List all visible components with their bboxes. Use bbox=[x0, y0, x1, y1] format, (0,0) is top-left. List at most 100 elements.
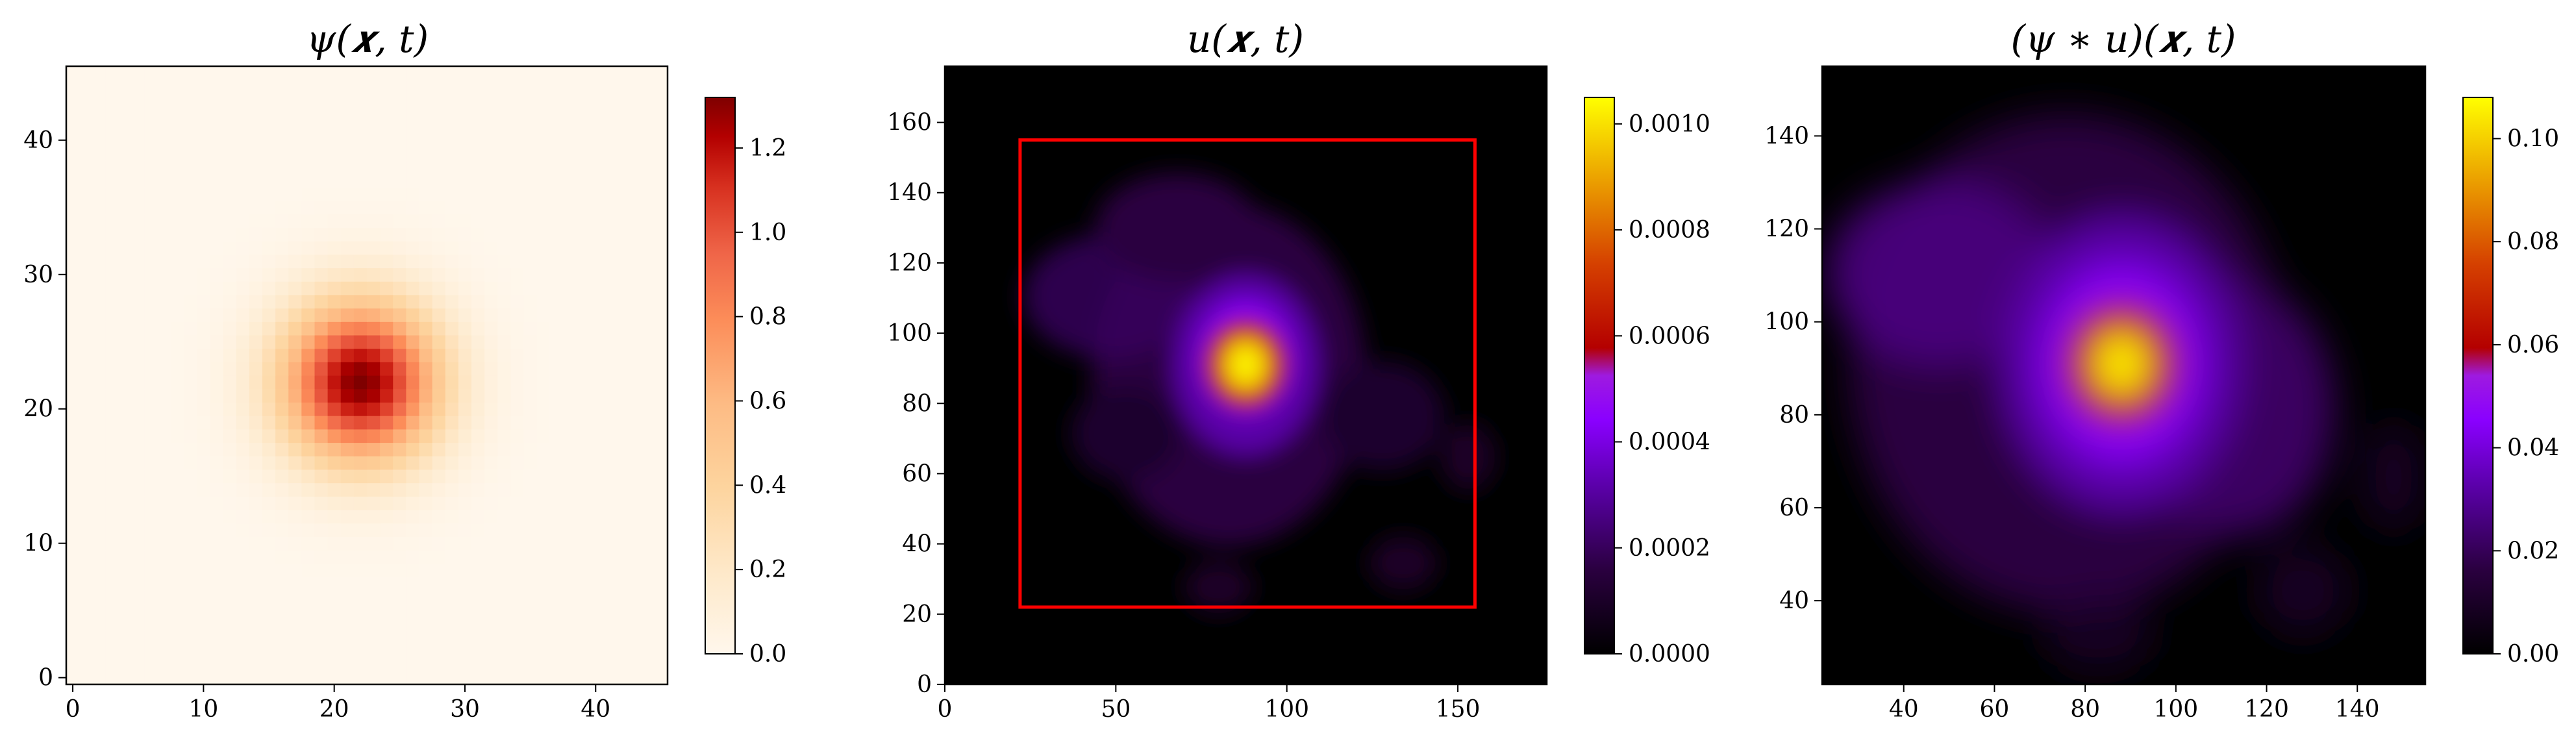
heatmap-cell bbox=[92, 66, 106, 81]
heatmap-cell bbox=[340, 214, 355, 228]
heatmap-cell bbox=[171, 160, 184, 175]
field-blob bbox=[1071, 385, 1181, 481]
heatmap-cell bbox=[602, 79, 616, 94]
heatmap-cell bbox=[184, 442, 197, 456]
heatmap-cell bbox=[301, 577, 316, 591]
heatmap-cell bbox=[484, 590, 498, 605]
heatmap-cell bbox=[432, 214, 446, 228]
heatmap-cell bbox=[288, 281, 302, 295]
heatmap-cell bbox=[641, 254, 655, 269]
heatmap-cell bbox=[367, 241, 381, 255]
colorbar-tick-label: 1.2 bbox=[749, 135, 786, 162]
heatmap-cell bbox=[628, 227, 642, 242]
heatmap-cell bbox=[157, 227, 171, 242]
heatmap-cell bbox=[327, 590, 342, 605]
heatmap-cell bbox=[118, 509, 132, 524]
heatmap-cell bbox=[419, 630, 433, 645]
heatmap-cell bbox=[458, 321, 472, 336]
heatmap-cell bbox=[105, 563, 119, 578]
heatmap-cell bbox=[236, 294, 250, 309]
heatmap-cell bbox=[223, 496, 237, 510]
heatmap-cell bbox=[157, 147, 171, 161]
colorbar-tick-label: 0.08 bbox=[2507, 229, 2559, 255]
heatmap-cell bbox=[236, 200, 250, 215]
heatmap-cell bbox=[353, 496, 368, 510]
heatmap-cell bbox=[171, 482, 184, 497]
heatmap-cell bbox=[654, 523, 668, 537]
heatmap-cell bbox=[79, 214, 93, 228]
heatmap-cell bbox=[79, 429, 93, 443]
heatmap-cell bbox=[628, 523, 642, 537]
heatmap-cell bbox=[419, 334, 433, 349]
heatmap-cell bbox=[510, 375, 525, 390]
heatmap-cell bbox=[236, 334, 250, 349]
heatmap-cell bbox=[510, 106, 525, 121]
heatmap-cell bbox=[523, 375, 538, 390]
heatmap-cell bbox=[92, 496, 106, 510]
heatmap-cell bbox=[562, 133, 577, 147]
heatmap-cell bbox=[471, 308, 485, 322]
heatmap-cell bbox=[157, 281, 171, 295]
heatmap-cell bbox=[353, 643, 368, 658]
heatmap-cell bbox=[301, 200, 316, 215]
heatmap-cell bbox=[236, 160, 250, 175]
heatmap-cell bbox=[249, 429, 263, 443]
heatmap-cell bbox=[432, 93, 446, 107]
heatmap-cell bbox=[471, 509, 485, 524]
heatmap-cell bbox=[641, 308, 655, 322]
heatmap-cell bbox=[445, 388, 459, 403]
heatmap-cell bbox=[105, 147, 119, 161]
heatmap-cell bbox=[576, 577, 590, 591]
heatmap-cell bbox=[576, 281, 590, 295]
heatmap-cell bbox=[419, 241, 433, 255]
heatmap-cell bbox=[314, 563, 329, 578]
heatmap-cell bbox=[262, 66, 276, 81]
heatmap-cell bbox=[406, 334, 420, 349]
heatmap-cell bbox=[79, 362, 93, 376]
heatmap-cell bbox=[615, 550, 629, 564]
heatmap-cell bbox=[419, 603, 433, 618]
heatmap-cell bbox=[275, 254, 289, 269]
y-tick-label: 20 bbox=[23, 396, 53, 423]
x-tick-label: 140 bbox=[2335, 696, 2380, 723]
heatmap-cell bbox=[393, 241, 406, 255]
heatmap-cell bbox=[262, 119, 276, 134]
heatmap-cell bbox=[118, 563, 132, 578]
heatmap-cell bbox=[340, 416, 355, 430]
heatmap-cell bbox=[314, 227, 329, 242]
heatmap-cell bbox=[249, 509, 263, 524]
heatmap-cell bbox=[184, 214, 197, 228]
heatmap-cell bbox=[131, 643, 145, 658]
heatmap-cell bbox=[497, 133, 512, 147]
heatmap-cell bbox=[393, 66, 406, 81]
heatmap-cell bbox=[262, 334, 276, 349]
heatmap-cell bbox=[628, 348, 642, 362]
heatmap-cell bbox=[184, 603, 197, 618]
heatmap-cell bbox=[288, 536, 302, 551]
field-blob bbox=[1440, 423, 1495, 492]
heatmap-cell bbox=[602, 93, 616, 107]
heatmap-cell bbox=[367, 79, 381, 94]
heatmap-cell bbox=[576, 294, 590, 309]
heatmap-cell bbox=[458, 268, 472, 282]
heatmap-cell bbox=[628, 603, 642, 618]
heatmap-cell bbox=[367, 456, 381, 470]
heatmap-cell bbox=[210, 294, 224, 309]
heatmap-cell bbox=[602, 536, 616, 551]
heatmap-cell bbox=[562, 66, 577, 81]
heatmap-cell bbox=[602, 523, 616, 537]
heatmap-cell bbox=[197, 496, 211, 510]
heatmap-cell bbox=[340, 241, 355, 255]
heatmap-cell bbox=[654, 241, 668, 255]
heatmap-cell bbox=[445, 241, 459, 255]
heatmap-cell bbox=[576, 469, 590, 484]
heatmap-cell bbox=[458, 577, 472, 591]
heatmap-cell bbox=[510, 388, 525, 403]
heatmap-cell bbox=[523, 227, 538, 242]
heatmap-cell bbox=[223, 187, 237, 201]
y-tick-label: 120 bbox=[1764, 216, 1809, 243]
heatmap-cell bbox=[510, 173, 525, 188]
heatmap-cell bbox=[262, 523, 276, 537]
heatmap-cell bbox=[562, 334, 577, 349]
heatmap-cell bbox=[562, 577, 577, 591]
